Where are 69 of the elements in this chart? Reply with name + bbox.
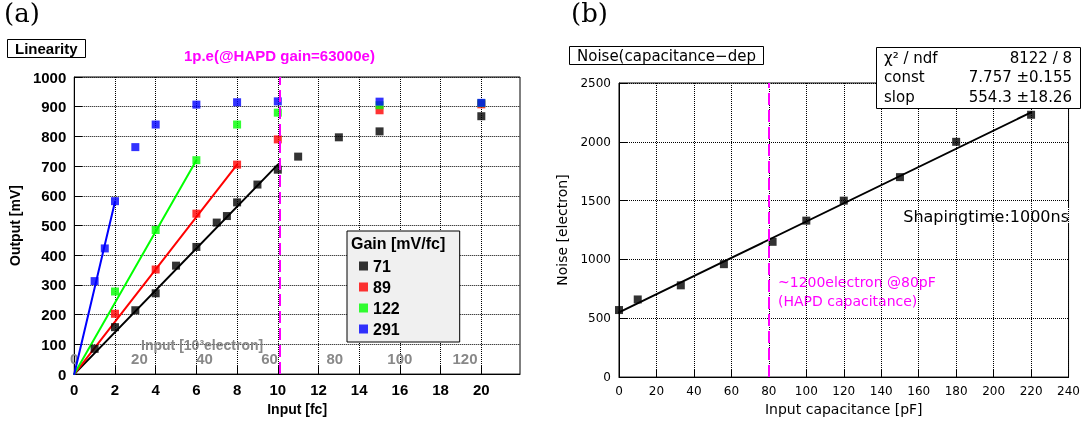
x-tick-label: 12 (310, 381, 327, 399)
y-axis-title: Output [mV] (7, 185, 23, 266)
x-tick-label: 120 (832, 384, 856, 399)
x-axis-title: Input capacitance [pF] (764, 401, 923, 417)
x-tick-label: 18 (432, 381, 449, 399)
x-tick-label: 10 (269, 381, 287, 399)
y-axis-title: Noise [electron] (554, 174, 570, 286)
x2-tick-label: 120 (452, 350, 478, 368)
x2-tick-label: 80 (326, 350, 344, 368)
x-tick-label: 8 (232, 381, 242, 399)
legend-label: 122 (373, 299, 400, 317)
annotation: Shapingtime:1000ns (903, 206, 1069, 226)
y-tick-label: 300 (41, 276, 67, 294)
x-tick-label: 14 (350, 381, 369, 399)
x-tick-label: 160 (907, 384, 931, 399)
y-tick-label: 0 (603, 370, 611, 385)
y-tick-label: 500 (41, 217, 67, 235)
y-tick-label: 700 (41, 157, 67, 175)
ref-line-label: 1p.e(@HAPD gain=63000e) (183, 47, 375, 64)
x-tick-label: 2 (110, 381, 120, 399)
x-tick-label: 180 (944, 384, 968, 399)
x-tick-label: 200 (982, 384, 1006, 399)
x-tick-label: 140 (869, 384, 893, 399)
x2-tick-label: 60 (261, 350, 278, 368)
annotation: const (884, 68, 925, 86)
annotation: ~1200electron @80pF (HAPD capacitance) (778, 273, 936, 309)
x-tick-label: 100 (794, 384, 818, 399)
y-tick-label: 2500 (580, 76, 611, 90)
y-tick-label: 500 (588, 311, 611, 326)
text: 8122 / 8 (1009, 48, 1073, 67)
annotation: slop (884, 87, 915, 106)
annotation: 554.3 ±18.26 (968, 87, 1073, 106)
x2-tick-label: 100 (387, 350, 413, 368)
x-tick-label: 240 (1057, 384, 1080, 399)
x2-tick-label: 40 (196, 350, 213, 368)
x-tick-label: 220 (1019, 384, 1043, 399)
annotation: 7.757 ±0.155 (968, 68, 1073, 86)
x-tick-label: 20 (648, 384, 665, 399)
x-tick-label: 40 (686, 384, 702, 399)
y-tick-label: 1500 (580, 193, 611, 208)
x-axis-title: Input [fc] (267, 401, 328, 417)
x2-tick-label: 20 (131, 350, 148, 368)
y-tick-label: 900 (41, 98, 67, 116)
y-tick-label: 1000 (32, 68, 67, 86)
y-tick-label: 200 (41, 306, 67, 324)
legend-label: 89 (373, 278, 391, 296)
x-tick-label: 4 (151, 381, 161, 399)
x-tick-label: 80 (761, 384, 777, 399)
x-tick-label: 60 (723, 384, 740, 399)
x-tick-label: 6 (192, 381, 201, 399)
text: (a) (4, 0, 40, 28)
legend-label: 291 (373, 320, 400, 338)
legend-title: Gain [mV/fc] (351, 234, 446, 252)
x-tick-label: 0 (70, 381, 79, 399)
chart-title: Noise(capacitance−dep (577, 46, 756, 65)
y-tick-label: 400 (41, 246, 67, 264)
y-tick-label: 600 (41, 187, 67, 205)
text: (b) (571, 0, 608, 28)
legend-label: 71 (373, 257, 391, 275)
x-tick-label: 20 (472, 381, 490, 399)
y-tick-label: 0 (57, 365, 67, 383)
y-tick-label: 100 (41, 335, 67, 353)
y-tick-label: 2000 (580, 134, 611, 149)
chart-title: Linearity (15, 40, 79, 57)
y-tick-label: 800 (41, 127, 67, 145)
text: χ² / ndf (884, 48, 939, 67)
x-tick-label: 0 (615, 384, 623, 399)
x-tick-label: 16 (391, 381, 409, 399)
y-tick-label: 1000 (580, 252, 611, 267)
